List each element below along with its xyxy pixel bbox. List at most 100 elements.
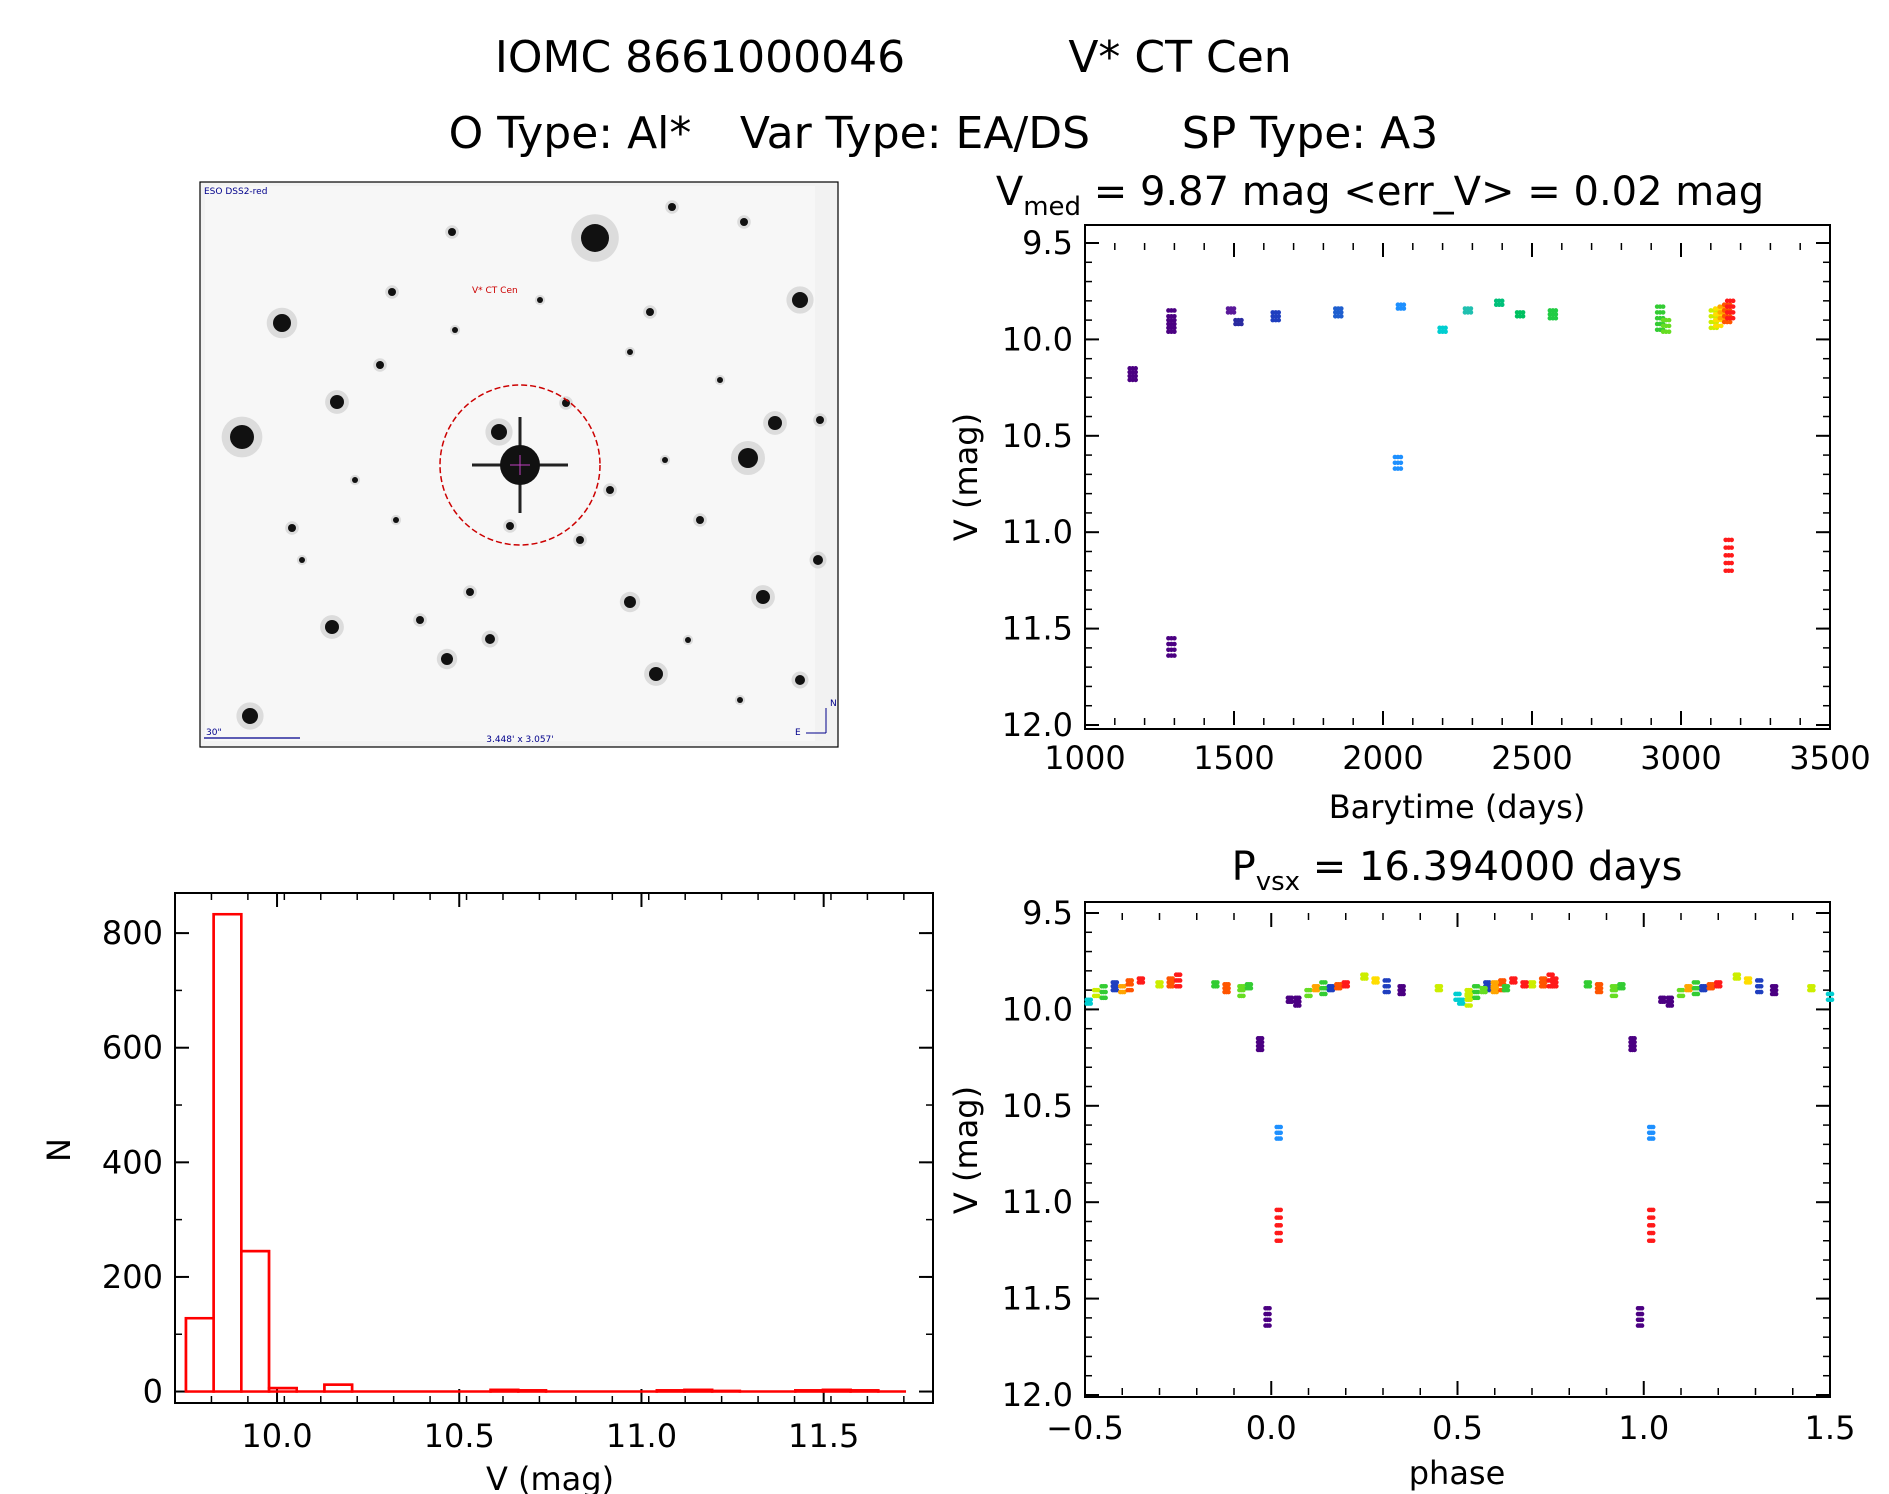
hist-ytick-label: 600 xyxy=(102,1029,163,1067)
ph-point xyxy=(1650,1124,1656,1130)
lc-point xyxy=(1730,304,1736,309)
ph-point xyxy=(1468,997,1473,1003)
ph-point xyxy=(1487,980,1492,985)
ph-xtick-label: 1.0 xyxy=(1618,1409,1669,1447)
ph-point xyxy=(1695,980,1701,985)
fov-label: 3.448' x 3.057' xyxy=(486,735,554,745)
ph-point xyxy=(1330,987,1336,993)
ph-point xyxy=(1460,997,1466,1003)
star xyxy=(737,697,743,703)
lc-ytick-label: 10.5 xyxy=(1002,417,1073,455)
star xyxy=(581,224,609,252)
lc-point xyxy=(1468,310,1474,315)
lc-point xyxy=(1499,298,1505,304)
star xyxy=(795,675,805,685)
ph-point xyxy=(1621,985,1626,991)
ph-point xyxy=(1505,987,1511,993)
star xyxy=(448,228,456,236)
lc-ticks: 1000 1500 2000 2500 3000 3500 9.5 10.0 10.5 11.0 1… xyxy=(1002,224,1871,777)
ph-point xyxy=(1650,1223,1656,1228)
lc-points xyxy=(1127,298,1736,658)
lc-point xyxy=(1231,310,1237,315)
hist-bar xyxy=(184,1316,215,1393)
ph-point xyxy=(1487,983,1492,989)
ph-point xyxy=(1278,1223,1283,1228)
ph-point xyxy=(1330,983,1336,989)
sky-image-panel: ESO DSS2-red V* CT Cen 30" 3.448' x 3.05… xyxy=(199,181,839,748)
star xyxy=(393,517,399,523)
ph-point xyxy=(1688,983,1693,989)
hist-bar xyxy=(212,912,243,1393)
star xyxy=(696,516,704,524)
title-line-2-vartype: Var Type: EA/DS xyxy=(740,108,1090,159)
lc-point xyxy=(1276,310,1282,315)
ph-point xyxy=(1170,980,1175,985)
hist-ytick-label: 800 xyxy=(102,914,163,952)
ph-point xyxy=(1662,995,1667,1001)
ph-point xyxy=(1177,978,1183,983)
phased-curve-panel: Pvsx = 16.394000 days −0.5 0.0 0.5 1.0 1.5 9.… xyxy=(947,844,1855,1492)
lc-point xyxy=(1666,329,1672,334)
hist-ytick-label: 400 xyxy=(102,1143,163,1181)
ph-point xyxy=(1121,983,1127,989)
ph-point xyxy=(1662,999,1667,1004)
star xyxy=(376,361,384,369)
sky-stars xyxy=(221,200,827,730)
ph-point xyxy=(1639,1317,1645,1323)
ph-point xyxy=(1632,1036,1637,1041)
ph-point xyxy=(1598,989,1604,995)
ph-point xyxy=(1386,989,1392,995)
ph-point xyxy=(1103,989,1108,995)
ph-point xyxy=(1095,993,1101,999)
star xyxy=(416,616,424,624)
lc-point xyxy=(1729,545,1734,550)
lc-point xyxy=(1339,306,1344,311)
ph-point xyxy=(1475,983,1481,989)
ph-point xyxy=(1248,982,1254,987)
ph-point xyxy=(1669,995,1675,1001)
lc-point xyxy=(1553,315,1559,321)
ph-point xyxy=(1338,982,1343,987)
lc-point xyxy=(1133,366,1138,371)
lc-point xyxy=(1660,304,1666,309)
ph-point xyxy=(1710,985,1716,991)
ph-point xyxy=(1531,983,1537,989)
star xyxy=(242,708,258,724)
ph-point xyxy=(1650,1136,1656,1141)
ph-point xyxy=(1088,997,1094,1003)
ph-point xyxy=(1129,982,1134,987)
ph-point xyxy=(1542,980,1548,985)
ph-xtick-label: 0.0 xyxy=(1246,1409,1297,1447)
star xyxy=(816,416,824,424)
ph-point xyxy=(1259,1036,1265,1041)
ph-point xyxy=(1140,980,1146,985)
compass-e-label: E xyxy=(795,728,801,738)
histogram-panel: 10.0 10.5 11.0 11.5 0 200 400 600 800 V (mag) N xyxy=(40,892,934,1494)
lc-point xyxy=(1729,537,1734,543)
scale-label: 30" xyxy=(206,728,222,738)
ph-point xyxy=(1114,987,1120,993)
hist-ytick-label: 0 xyxy=(143,1373,163,1411)
star xyxy=(288,524,296,532)
star xyxy=(466,588,474,596)
ph-point xyxy=(1695,985,1701,991)
star xyxy=(352,477,358,483)
lc-point xyxy=(1660,310,1666,315)
ph-point xyxy=(1226,982,1231,987)
ph-point xyxy=(1241,983,1246,989)
ph-xtick-label: 1.5 xyxy=(1805,1409,1856,1447)
ph-point xyxy=(1773,991,1779,997)
hist-xtick-label: 11.0 xyxy=(606,1417,677,1455)
lc-point xyxy=(1398,466,1404,471)
ph-point xyxy=(1170,983,1175,989)
ph-point xyxy=(1375,980,1380,985)
ph-point xyxy=(1513,976,1518,981)
ph-point xyxy=(1650,1207,1656,1213)
ph-point xyxy=(1460,1001,1466,1006)
ph-ytick-label: 11.5 xyxy=(1002,1280,1073,1318)
star xyxy=(506,522,514,530)
ph-point xyxy=(1267,1323,1272,1328)
lc-xlabel: Barytime (days) xyxy=(1329,788,1586,826)
ph-point xyxy=(1811,987,1816,993)
ph-title-main: P xyxy=(1232,844,1256,890)
